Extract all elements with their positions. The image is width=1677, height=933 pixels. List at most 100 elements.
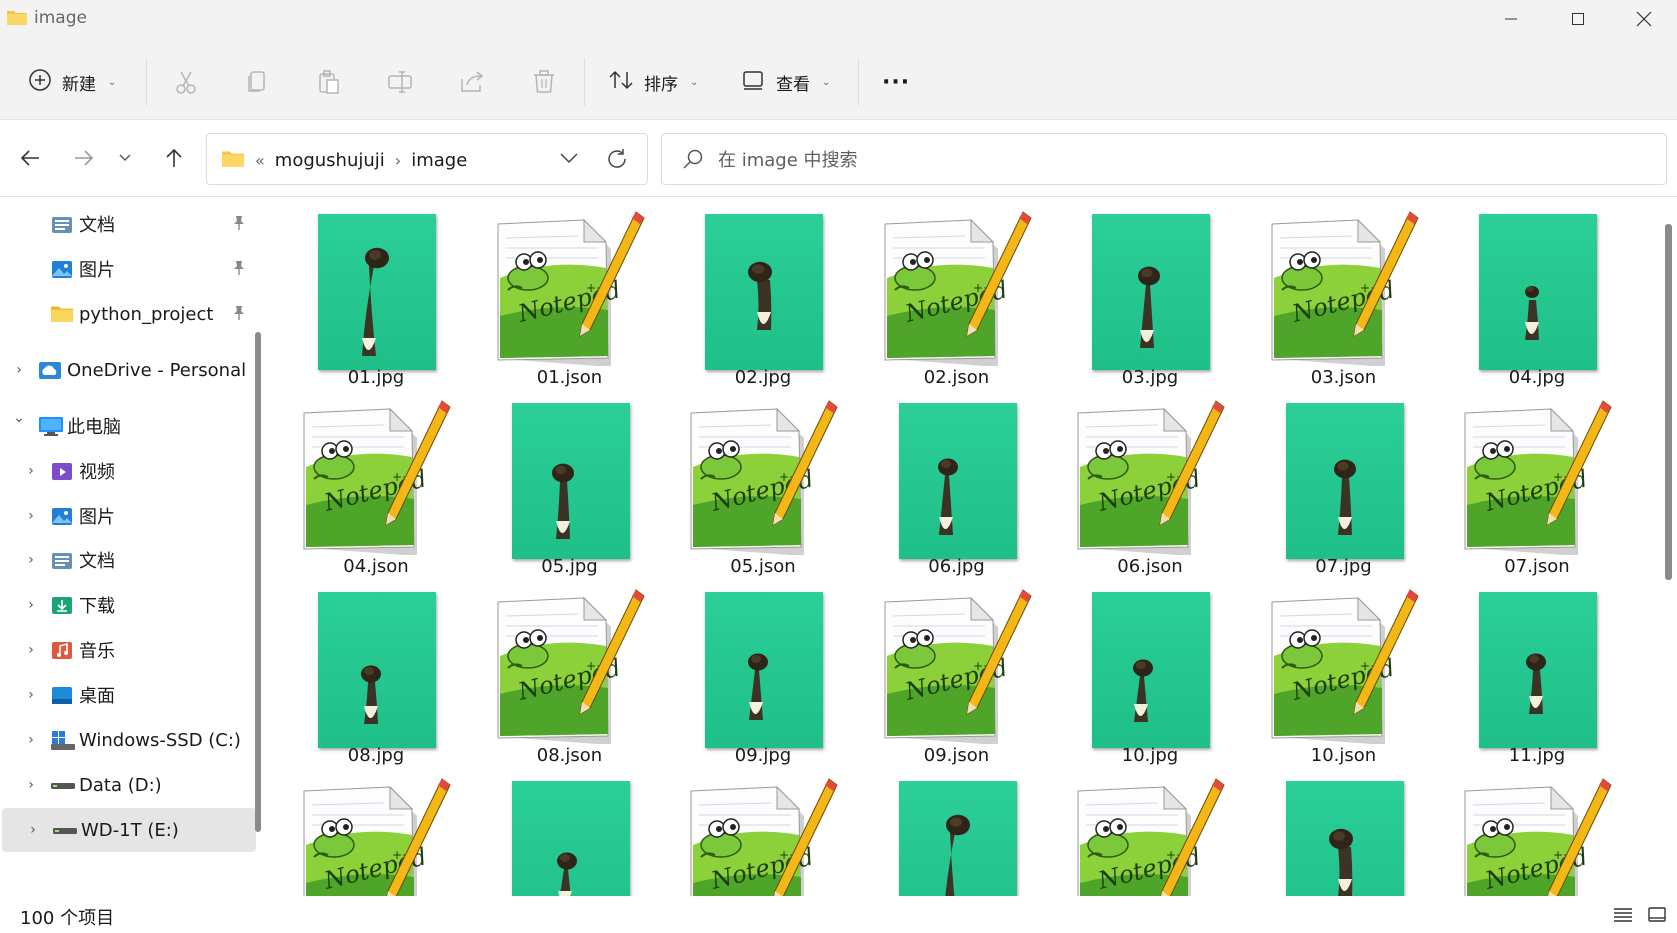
notepad-plus-plus-icon: Notepad ++ (1248, 198, 1440, 367)
nav-item[interactable]: › WD-1T (E:) (2, 808, 256, 852)
onedrive-icon (38, 359, 62, 381)
nav-item[interactable]: › 音乐 (0, 628, 254, 672)
cut-icon[interactable] (170, 66, 202, 98)
nav-item[interactable]: 图片 (0, 247, 254, 291)
breadcrumb-item[interactable]: mogushujuji (274, 150, 385, 171)
file-tile[interactable]: Notepad ++ 03.json (1248, 198, 1440, 398)
nav-item[interactable]: › 视频 (0, 449, 254, 493)
content-scrollbar[interactable] (1665, 224, 1672, 580)
chevron-right-icon[interactable]: › (28, 597, 34, 613)
search-icon (682, 148, 704, 174)
file-tile[interactable]: Notepad ++ 09.json (861, 576, 1053, 776)
nav-item[interactable]: python_project (0, 292, 254, 336)
image-thumbnail (280, 576, 472, 748)
chevron-right-icon[interactable]: › (28, 552, 34, 568)
file-tile[interactable]: 03.jpg (1054, 198, 1246, 398)
file-tile[interactable]: Notepad ++ (1054, 765, 1246, 896)
large-icons-view-button[interactable] (1644, 902, 1670, 928)
nav-item[interactable]: › 图片 (0, 494, 254, 538)
address-bar[interactable]: « mogushujuji › image (206, 133, 648, 185)
nav-item[interactable]: › 桌面 (0, 673, 254, 717)
file-tile[interactable]: Notepad ++ 08.json (474, 576, 666, 776)
refresh-button[interactable] (605, 147, 629, 175)
nav-scrollbar[interactable] (255, 332, 261, 832)
file-tile[interactable]: Notepad ++ 05.json (667, 387, 859, 587)
breadcrumb-overflow[interactable]: « (255, 151, 265, 170)
nav-item[interactable]: › Data (D:) (0, 763, 254, 807)
file-tile[interactable]: 07.jpg (1248, 387, 1440, 587)
file-tile[interactable] (1248, 765, 1440, 896)
videos-icon (50, 460, 74, 482)
chevron-right-icon[interactable]: › (28, 642, 34, 658)
file-tile[interactable]: 05.jpg (474, 387, 666, 587)
paste-icon[interactable] (313, 66, 345, 98)
more-options-button[interactable]: ··· (882, 62, 910, 102)
chevron-right-icon[interactable]: › (28, 463, 34, 479)
file-tile[interactable] (474, 765, 666, 896)
share-icon[interactable] (456, 66, 488, 98)
nav-item[interactable]: ⌄ 此电脑 (0, 404, 254, 448)
file-tile[interactable]: Notepad ++ 02.json (861, 198, 1053, 398)
back-button[interactable] (12, 140, 48, 176)
file-tile[interactable]: 11.jpg (1441, 576, 1633, 776)
close-button[interactable] (1611, 0, 1677, 38)
file-tile[interactable]: Notepad ++ (1441, 765, 1633, 896)
file-tile[interactable]: 06.jpg (861, 387, 1053, 587)
desktop-icon (50, 684, 74, 706)
file-tile[interactable]: Notepad ++ 07.json (1441, 387, 1633, 587)
file-tile[interactable]: 02.jpg (667, 198, 859, 398)
copy-icon[interactable] (241, 66, 273, 98)
details-view-button[interactable] (1610, 902, 1636, 928)
search-input[interactable] (718, 146, 1618, 174)
file-tile[interactable] (861, 765, 1053, 896)
forward-button[interactable] (66, 140, 102, 176)
search-box[interactable] (661, 133, 1667, 185)
recent-locations-button[interactable] (110, 140, 140, 176)
file-tile[interactable]: Notepad ++ 06.json (1054, 387, 1246, 587)
pictures-icon (50, 505, 74, 527)
chevron-right-icon[interactable]: › (28, 732, 34, 748)
file-tile[interactable]: 01.jpg (280, 198, 472, 398)
image-thumbnail (474, 765, 666, 896)
file-tile[interactable]: Notepad ++ (280, 765, 472, 896)
chevron-right-icon[interactable]: › (30, 822, 36, 838)
chevron-right-icon[interactable]: › (16, 362, 22, 378)
nav-item[interactable]: › OneDrive - Personal (0, 348, 254, 392)
title-bar: image (0, 0, 1677, 40)
address-history-button[interactable] (559, 150, 579, 169)
minimize-button[interactable] (1478, 0, 1544, 38)
file-tile[interactable]: Notepad ++ 04.json (280, 387, 472, 587)
nav-item-label: OneDrive - Personal (67, 359, 247, 381)
mushroom-photo (1092, 214, 1210, 370)
sort-button[interactable]: 排序 ⌄ (608, 62, 698, 102)
maximize-button[interactable] (1545, 0, 1611, 38)
file-name: 04.json (343, 556, 409, 577)
file-tile[interactable]: Notepad ++ 10.json (1248, 576, 1440, 776)
delete-icon[interactable] (528, 66, 560, 98)
file-tile[interactable]: Notepad ++ 01.json (474, 198, 666, 398)
view-button[interactable]: 查看 ⌄ (742, 62, 830, 102)
chevron-down-icon[interactable]: ⌄ (13, 410, 25, 426)
file-tile[interactable]: 08.jpg (280, 576, 472, 776)
mushroom-photo (511, 403, 630, 559)
nav-item-label: Data (D:) (79, 774, 162, 796)
file-tile[interactable]: 09.jpg (667, 576, 859, 776)
rename-icon[interactable] (384, 66, 416, 98)
notepad-plus-plus-icon: Notepad ++ (861, 576, 1053, 745)
new-button[interactable]: 新建 ⌄ (28, 62, 116, 102)
chevron-right-icon[interactable]: › (28, 687, 34, 703)
file-tile[interactable]: 04.jpg (1441, 198, 1633, 398)
address-row: « mogushujuji › image (0, 121, 1677, 197)
command-bar: 新建 ⌄ 排序 ⌄ (0, 40, 1677, 120)
nav-item[interactable]: › 下载 (0, 583, 254, 627)
nav-item[interactable]: 文档 (0, 202, 254, 246)
nav-item[interactable]: › Windows-SSD (C:) (0, 718, 254, 762)
nav-item[interactable]: › 文档 (0, 538, 254, 582)
breadcrumb-item[interactable]: image (411, 150, 468, 171)
chevron-right-icon[interactable]: › (28, 777, 34, 793)
nav-item-label: python_project (79, 303, 214, 325)
chevron-right-icon[interactable]: › (28, 508, 34, 524)
up-button[interactable] (156, 140, 192, 176)
file-tile[interactable]: Notepad ++ (667, 765, 859, 896)
file-tile[interactable]: 10.jpg (1054, 576, 1246, 776)
